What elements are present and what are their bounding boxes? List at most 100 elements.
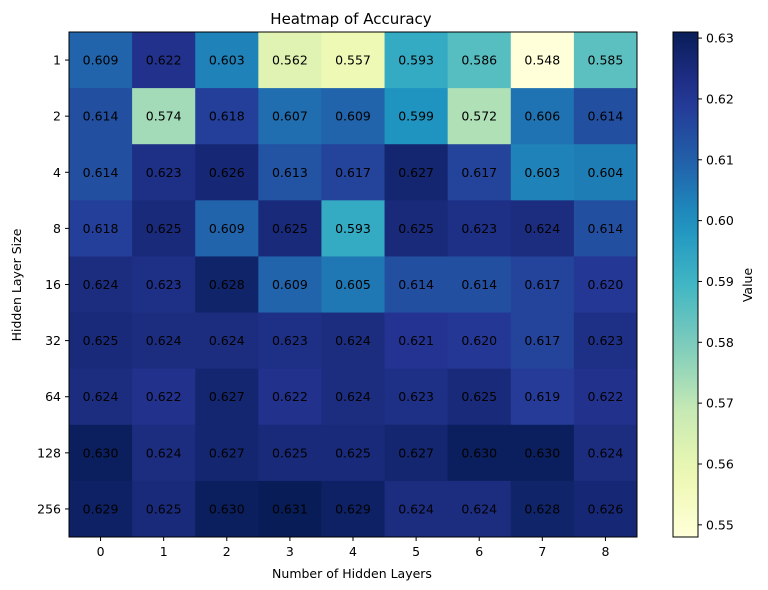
heatmap-cell xyxy=(510,144,575,201)
cell-value-label: 0.620 xyxy=(588,277,624,292)
cell-value-label: 0.631 xyxy=(272,501,308,516)
x-tick-label: 5 xyxy=(412,544,420,559)
heatmap-cell xyxy=(258,312,322,370)
cell-value-label: 0.613 xyxy=(272,165,308,180)
heatmap-cell xyxy=(447,144,512,201)
heatmap-cell xyxy=(447,32,512,89)
heatmap-cell xyxy=(132,32,196,89)
heatmap-cell xyxy=(447,256,512,314)
cell-value-label: 0.609 xyxy=(335,109,371,124)
cell-value-label: 0.557 xyxy=(335,53,371,68)
y-tick-label: 4 xyxy=(53,165,61,180)
cell-value-label: 0.614 xyxy=(83,165,119,180)
cell-value-label: 0.585 xyxy=(588,53,624,68)
cell-value-label: 0.624 xyxy=(461,501,497,516)
cell-value-label: 0.624 xyxy=(524,221,560,236)
y-tick-label: 1 xyxy=(53,53,61,68)
cell-value-label: 0.572 xyxy=(461,109,497,124)
heatmap-cell xyxy=(573,200,638,257)
cell-value-label: 0.622 xyxy=(146,389,182,404)
heatmap-cell xyxy=(132,312,196,370)
cell-value-label: 0.627 xyxy=(398,165,434,180)
cell-value-label: 0.617 xyxy=(524,277,560,292)
cell-value-label: 0.630 xyxy=(83,445,119,460)
cell-value-label: 0.624 xyxy=(588,445,624,460)
heatmap-cell xyxy=(384,32,449,89)
cell-value-label: 0.618 xyxy=(209,109,245,124)
heatmap-cell xyxy=(69,256,133,314)
colorbar-ticks: 0.55 0.56 0.57 0.58 0.59 0.60 0.61 0.62 0.63 xyxy=(698,31,734,532)
cell-value-label: 0.626 xyxy=(209,165,245,180)
y-tick-label: 2 xyxy=(53,109,61,124)
heatmap-cell xyxy=(132,144,196,201)
cell-value-label: 0.609 xyxy=(272,277,308,292)
heatmap-cell xyxy=(69,368,133,426)
cell-value-label: 0.628 xyxy=(524,501,560,516)
heatmap-cell xyxy=(573,312,638,370)
heatmap-cell xyxy=(132,88,196,145)
colorbar-tick-label: 0.60 xyxy=(706,213,734,228)
heatmap-cell xyxy=(195,200,259,257)
heatmap-cell xyxy=(321,200,386,257)
heatmap-cell xyxy=(321,144,386,201)
heatmap-cell xyxy=(510,368,575,426)
heatmap-cell xyxy=(321,312,386,370)
heatmap-cell xyxy=(573,144,638,201)
heatmap-cell xyxy=(321,480,386,538)
heatmap-cells xyxy=(69,32,638,538)
cell-value-label: 0.623 xyxy=(272,333,308,348)
cell-value-label: 0.614 xyxy=(588,221,624,236)
cell-value-label: 0.607 xyxy=(272,109,308,124)
heatmap-cell xyxy=(384,256,449,314)
heatmap-cell xyxy=(258,480,322,538)
cell-value-label: 0.630 xyxy=(524,445,560,460)
y-tick-label: 16 xyxy=(45,277,61,292)
cell-value-label: 0.604 xyxy=(588,165,624,180)
cell-value-label: 0.622 xyxy=(588,389,624,404)
cell-value-label: 0.625 xyxy=(272,445,308,460)
heatmap-cell xyxy=(573,368,638,426)
cell-value-label: 0.624 xyxy=(146,333,182,348)
heatmap-cell xyxy=(447,424,512,482)
cell-value-label: 0.614 xyxy=(588,109,624,124)
cell-value-label: 0.624 xyxy=(335,389,371,404)
colorbar-tick-label: 0.62 xyxy=(706,91,734,106)
cell-value-label: 0.618 xyxy=(83,221,119,236)
heatmap-cell xyxy=(447,88,512,145)
heatmap-cell xyxy=(321,88,386,145)
y-axis-label: Hidden Layer Size xyxy=(9,228,24,341)
x-tick-label: 3 xyxy=(286,544,294,559)
heatmap-cell xyxy=(132,368,196,426)
colorbar-tick-label: 0.63 xyxy=(706,31,734,46)
cell-value-label: 0.609 xyxy=(209,221,245,236)
heatmap-cell xyxy=(510,480,575,538)
cell-value-label: 0.627 xyxy=(209,445,245,460)
x-tick-label: 8 xyxy=(601,544,609,559)
heatmap-cell xyxy=(510,312,575,370)
heatmap-cell xyxy=(69,480,133,538)
heatmap-cell xyxy=(384,88,449,145)
heatmap-cell xyxy=(384,200,449,257)
cell-value-label: 0.625 xyxy=(461,389,497,404)
heatmap-cell xyxy=(447,368,512,426)
cell-value-label: 0.629 xyxy=(335,501,371,516)
heatmap-cell xyxy=(132,200,196,257)
x-tick-label: 6 xyxy=(475,544,483,559)
colorbar-tick-label: 0.57 xyxy=(706,396,734,411)
cell-value-label: 0.622 xyxy=(272,389,308,404)
cell-value-label: 0.614 xyxy=(83,109,119,124)
y-tick-label: 64 xyxy=(45,389,61,404)
colorbar-tick-label: 0.58 xyxy=(706,335,734,350)
heatmap-cell xyxy=(69,32,133,89)
cell-value-label: 0.624 xyxy=(146,445,182,460)
heatmap-cell xyxy=(510,200,575,257)
cell-value-label: 0.625 xyxy=(272,221,308,236)
cell-value-label: 0.624 xyxy=(398,501,434,516)
heatmap-cell xyxy=(573,480,638,538)
heatmap-cell xyxy=(321,256,386,314)
heatmap-cell xyxy=(132,256,196,314)
heatmap-cell xyxy=(132,424,196,482)
cell-value-label: 0.621 xyxy=(398,333,434,348)
heatmap-cell xyxy=(69,424,133,482)
